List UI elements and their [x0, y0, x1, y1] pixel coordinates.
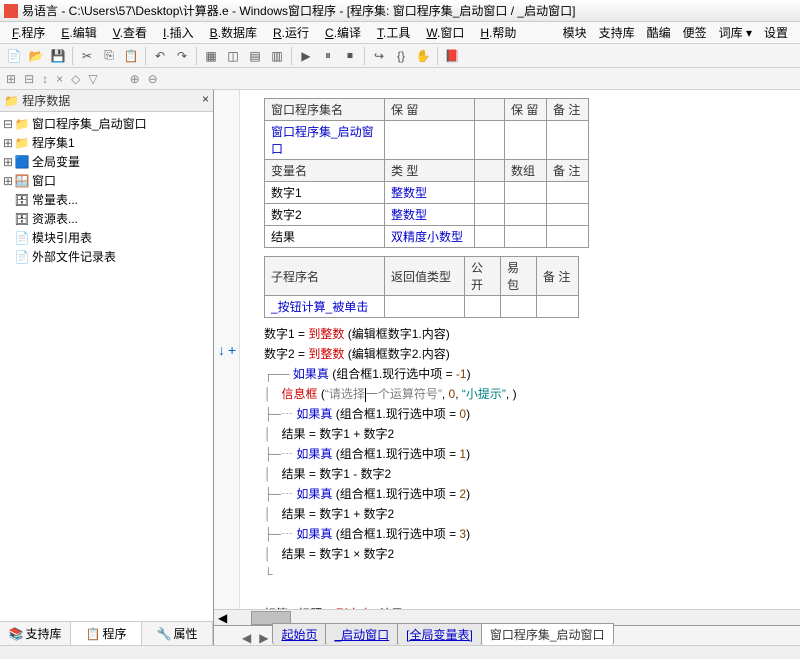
- gutter-plus-icon: +: [228, 342, 236, 358]
- panel2-icon[interactable]: ▤: [245, 46, 265, 66]
- tb2-btn[interactable]: ⊖: [146, 72, 160, 86]
- cut-icon[interactable]: ✂: [77, 46, 97, 66]
- step-icon[interactable]: ↪: [369, 46, 389, 66]
- tree-item[interactable]: ⊞📁程序集1: [2, 133, 211, 152]
- tb2-btn[interactable]: ⊞: [4, 72, 18, 86]
- tab-global-vars[interactable]: [全局变量表]: [397, 623, 482, 645]
- menu-right-item[interactable]: 便签: [683, 24, 707, 41]
- menu-item[interactable]: R.运行: [265, 22, 317, 43]
- tab-support-lib[interactable]: 📚支持库: [0, 622, 71, 645]
- tb2-btn[interactable]: ↕: [40, 72, 50, 86]
- tab-program-set[interactable]: 窗口程序集_启动窗口: [481, 623, 614, 645]
- subroutine-table[interactable]: 子程序名返回值类型公开易包备 注_按钮计算_被单击: [264, 256, 579, 318]
- toolbar-main: 📄 📂 💾 ✂ ⎘ 📋 ↶ ↷ ▦ ◫ ▤ ▥ ▶ ⏸ ⏹ ↪ {} ✋ 📕: [0, 44, 800, 68]
- panel-title: 程序数据: [22, 94, 70, 108]
- code-editor: ↓ + 窗口程序集名保 留保 留备 注窗口程序集_启动窗口变量名类 型数组备 注…: [214, 90, 800, 645]
- menu-right-item[interactable]: 模块: [563, 24, 587, 41]
- redo-icon[interactable]: ↷: [172, 46, 192, 66]
- menu-right-item[interactable]: 支持库: [599, 24, 635, 41]
- menubar: F.程序E.编辑V.查看I.插入B.数据库R.运行C.编译T.工具W.窗口H.帮…: [0, 22, 800, 44]
- left-panel: × 📁 程序数据 ⊟📁窗口程序集_启动窗口⊞📁程序集1⊞🟦全局变量⊞🪟窗口 🗄常…: [0, 90, 214, 645]
- tree-item[interactable]: 📄外部文件记录表: [2, 247, 211, 266]
- new-icon[interactable]: 📄: [4, 46, 24, 66]
- tab-properties[interactable]: 🔧属性: [142, 622, 213, 645]
- tree-item[interactable]: ⊞🟦全局变量: [2, 152, 211, 171]
- scroll-left-icon[interactable]: ◀: [214, 611, 231, 625]
- left-panel-tabs: 📚支持库 📋程序 🔧属性: [0, 621, 213, 645]
- hand-icon[interactable]: ✋: [413, 46, 433, 66]
- menu-right-item[interactable]: 酷编: [647, 24, 671, 41]
- tb2-btn[interactable]: ▽: [86, 72, 99, 86]
- code-block[interactable]: 数字1 = 到整数 (编辑框数字1.内容)数字2 = 到整数 (编辑框数字2.内…: [264, 324, 800, 609]
- menu-item[interactable]: H.帮助: [472, 22, 524, 43]
- panel-icon[interactable]: ◫: [223, 46, 243, 66]
- menu-item[interactable]: I.插入: [155, 22, 202, 43]
- tab-start-page[interactable]: 起始页: [272, 623, 326, 645]
- paste-icon[interactable]: 📋: [121, 46, 141, 66]
- gutter-arrow-icon: ↓: [218, 342, 225, 358]
- tree-item[interactable]: 📄模块引用表: [2, 228, 211, 247]
- undo-icon[interactable]: ↶: [150, 46, 170, 66]
- editor-body[interactable]: ↓ + 窗口程序集名保 留保 留备 注窗口程序集_启动窗口变量名类 型数组备 注…: [214, 90, 800, 609]
- tab-nav-right-icon[interactable]: ▶: [255, 631, 272, 645]
- panel-header: × 📁 程序数据: [0, 90, 213, 112]
- menu-item[interactable]: B.数据库: [202, 22, 265, 43]
- run-icon[interactable]: ▶: [296, 46, 316, 66]
- tree-item[interactable]: 🗄常量表...: [2, 190, 211, 209]
- toolbar-secondary: ⊞ ⊟ ↕ × ◇ ▽ ⊕ ⊖: [0, 68, 800, 90]
- menu-item[interactable]: V.查看: [105, 22, 155, 43]
- program-set-table[interactable]: 窗口程序集名保 留保 留备 注窗口程序集_启动窗口变量名类 型数组备 注数字1整…: [264, 98, 589, 248]
- menu-item[interactable]: W.窗口: [418, 22, 472, 43]
- save-icon[interactable]: 💾: [48, 46, 68, 66]
- tab-program[interactable]: 📋程序: [71, 622, 142, 645]
- menu-item[interactable]: T.工具: [369, 22, 418, 43]
- tb2-btn[interactable]: ◇: [69, 72, 82, 86]
- menu-item[interactable]: E.编辑: [53, 22, 104, 43]
- tree-item[interactable]: ⊞🪟窗口: [2, 171, 211, 190]
- folder-icon: 📁: [4, 94, 19, 108]
- statusbar: [0, 645, 800, 659]
- editor-tabs: ◀ ▶ 起始页 _启动窗口 [全局变量表] 窗口程序集_启动窗口: [214, 625, 800, 645]
- stop-icon[interactable]: ⏹: [340, 46, 360, 66]
- close-icon[interactable]: ×: [202, 92, 209, 106]
- copy-icon[interactable]: ⎘: [99, 46, 119, 66]
- gutter: ↓ +: [214, 90, 240, 609]
- app-icon: [4, 4, 18, 18]
- menu-item[interactable]: C.编译: [317, 22, 369, 43]
- tab-nav-left-icon[interactable]: ◀: [238, 631, 255, 645]
- window-title: 易语言 - C:\Users\57\Desktop\计算器.e - Window…: [22, 2, 796, 19]
- project-tree[interactable]: ⊟📁窗口程序集_启动窗口⊞📁程序集1⊞🟦全局变量⊞🪟窗口 🗄常量表... 🗄资源…: [0, 112, 213, 621]
- titlebar: 易语言 - C:\Users\57\Desktop\计算器.e - Window…: [0, 0, 800, 22]
- panel3-icon[interactable]: ▥: [267, 46, 287, 66]
- tb2-btn[interactable]: ⊟: [22, 72, 36, 86]
- tb2-btn[interactable]: ×: [54, 72, 65, 86]
- tab-start-window[interactable]: _启动窗口: [325, 623, 398, 645]
- menu-right-item[interactable]: 词库 ▾: [719, 24, 752, 41]
- tree-item[interactable]: 🗄资源表...: [2, 209, 211, 228]
- book-icon[interactable]: 📕: [442, 46, 462, 66]
- pause-icon[interactable]: ⏸: [318, 46, 338, 66]
- brace-icon[interactable]: {}: [391, 46, 411, 66]
- grid-icon[interactable]: ▦: [201, 46, 221, 66]
- tree-item[interactable]: ⊟📁窗口程序集_启动窗口: [2, 114, 211, 133]
- open-icon[interactable]: 📂: [26, 46, 46, 66]
- main-area: × 📁 程序数据 ⊟📁窗口程序集_启动窗口⊞📁程序集1⊞🟦全局变量⊞🪟窗口 🗄常…: [0, 90, 800, 645]
- menu-right-item[interactable]: 设置: [764, 24, 788, 41]
- menu-item[interactable]: F.程序: [4, 22, 53, 43]
- tb2-btn[interactable]: ⊕: [128, 72, 142, 86]
